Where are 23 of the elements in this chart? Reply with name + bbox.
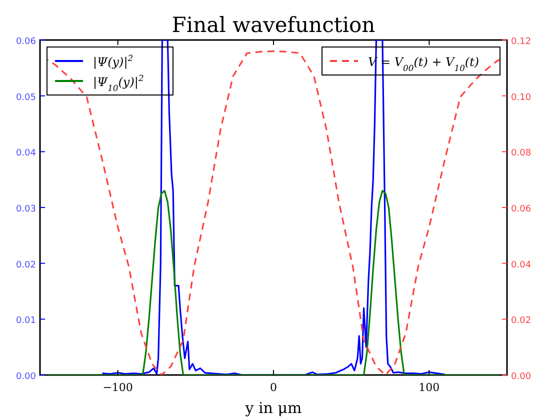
x-tick-label: 100 [418,381,440,394]
line-series [46,190,500,375]
legend-label: |Ψ(y)|$^{2}$ [93,53,134,69]
y2-tick-label: 0.04 [511,260,532,270]
y2-tick-label: 0.06 [511,204,532,214]
y-tick-label: 0.03 [16,204,36,214]
x-tick-label: 0 [270,381,277,394]
x-tick-label: −100 [102,381,133,394]
line-series [46,50,500,375]
y-tick-label: 0.01 [16,316,36,326]
y2-tick-label: 0.08 [511,148,532,159]
y2-tick-label: 0.00 [511,372,532,382]
y2-tick-label: 0.02 [511,316,532,326]
y2-tick-label: 0.12 [511,37,532,47]
y-tick-label: 0.04 [16,148,36,159]
chart-title: Final wavefunction [172,13,376,37]
y-tick-label: 0.00 [16,372,36,382]
legend-label: |Ψ$_{10}$(y)|$^{2}$ [93,73,144,93]
y-tick-label: 0.06 [16,37,36,47]
x-axis-title: y in μm [244,399,302,417]
y-tick-label: 0.02 [16,260,36,270]
y-tick-label: 0.05 [16,92,36,103]
y2-tick-label: 0.10 [511,92,532,103]
